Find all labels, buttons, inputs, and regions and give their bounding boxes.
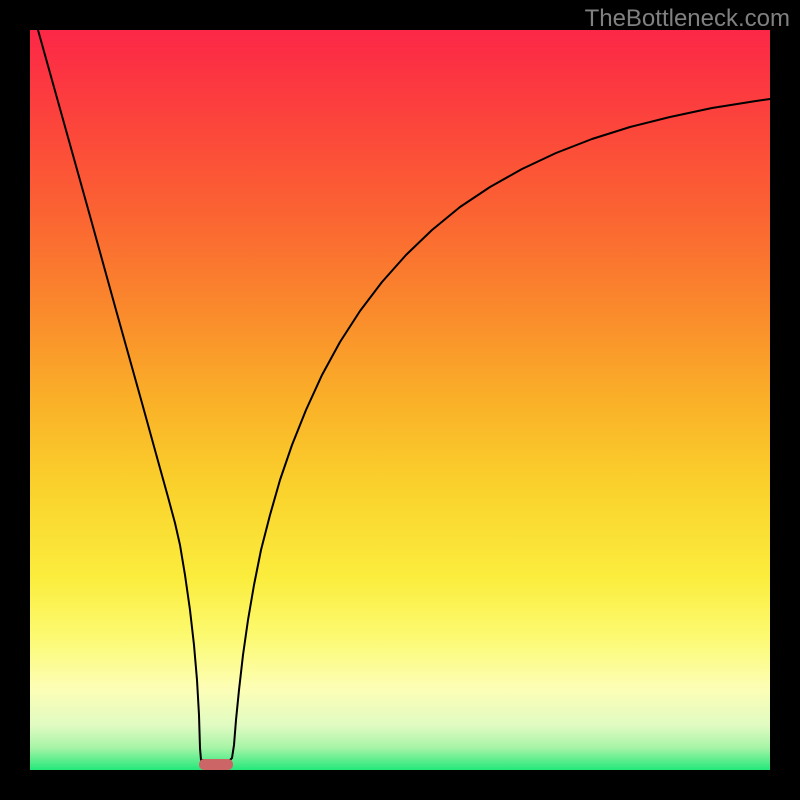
watermark-text: TheBottleneck.com: [585, 5, 790, 32]
optimal-marker: [199, 759, 233, 770]
chart-svg: TheBottleneck.com: [0, 0, 800, 800]
bottleneck-chart: TheBottleneck.com: [0, 0, 800, 800]
